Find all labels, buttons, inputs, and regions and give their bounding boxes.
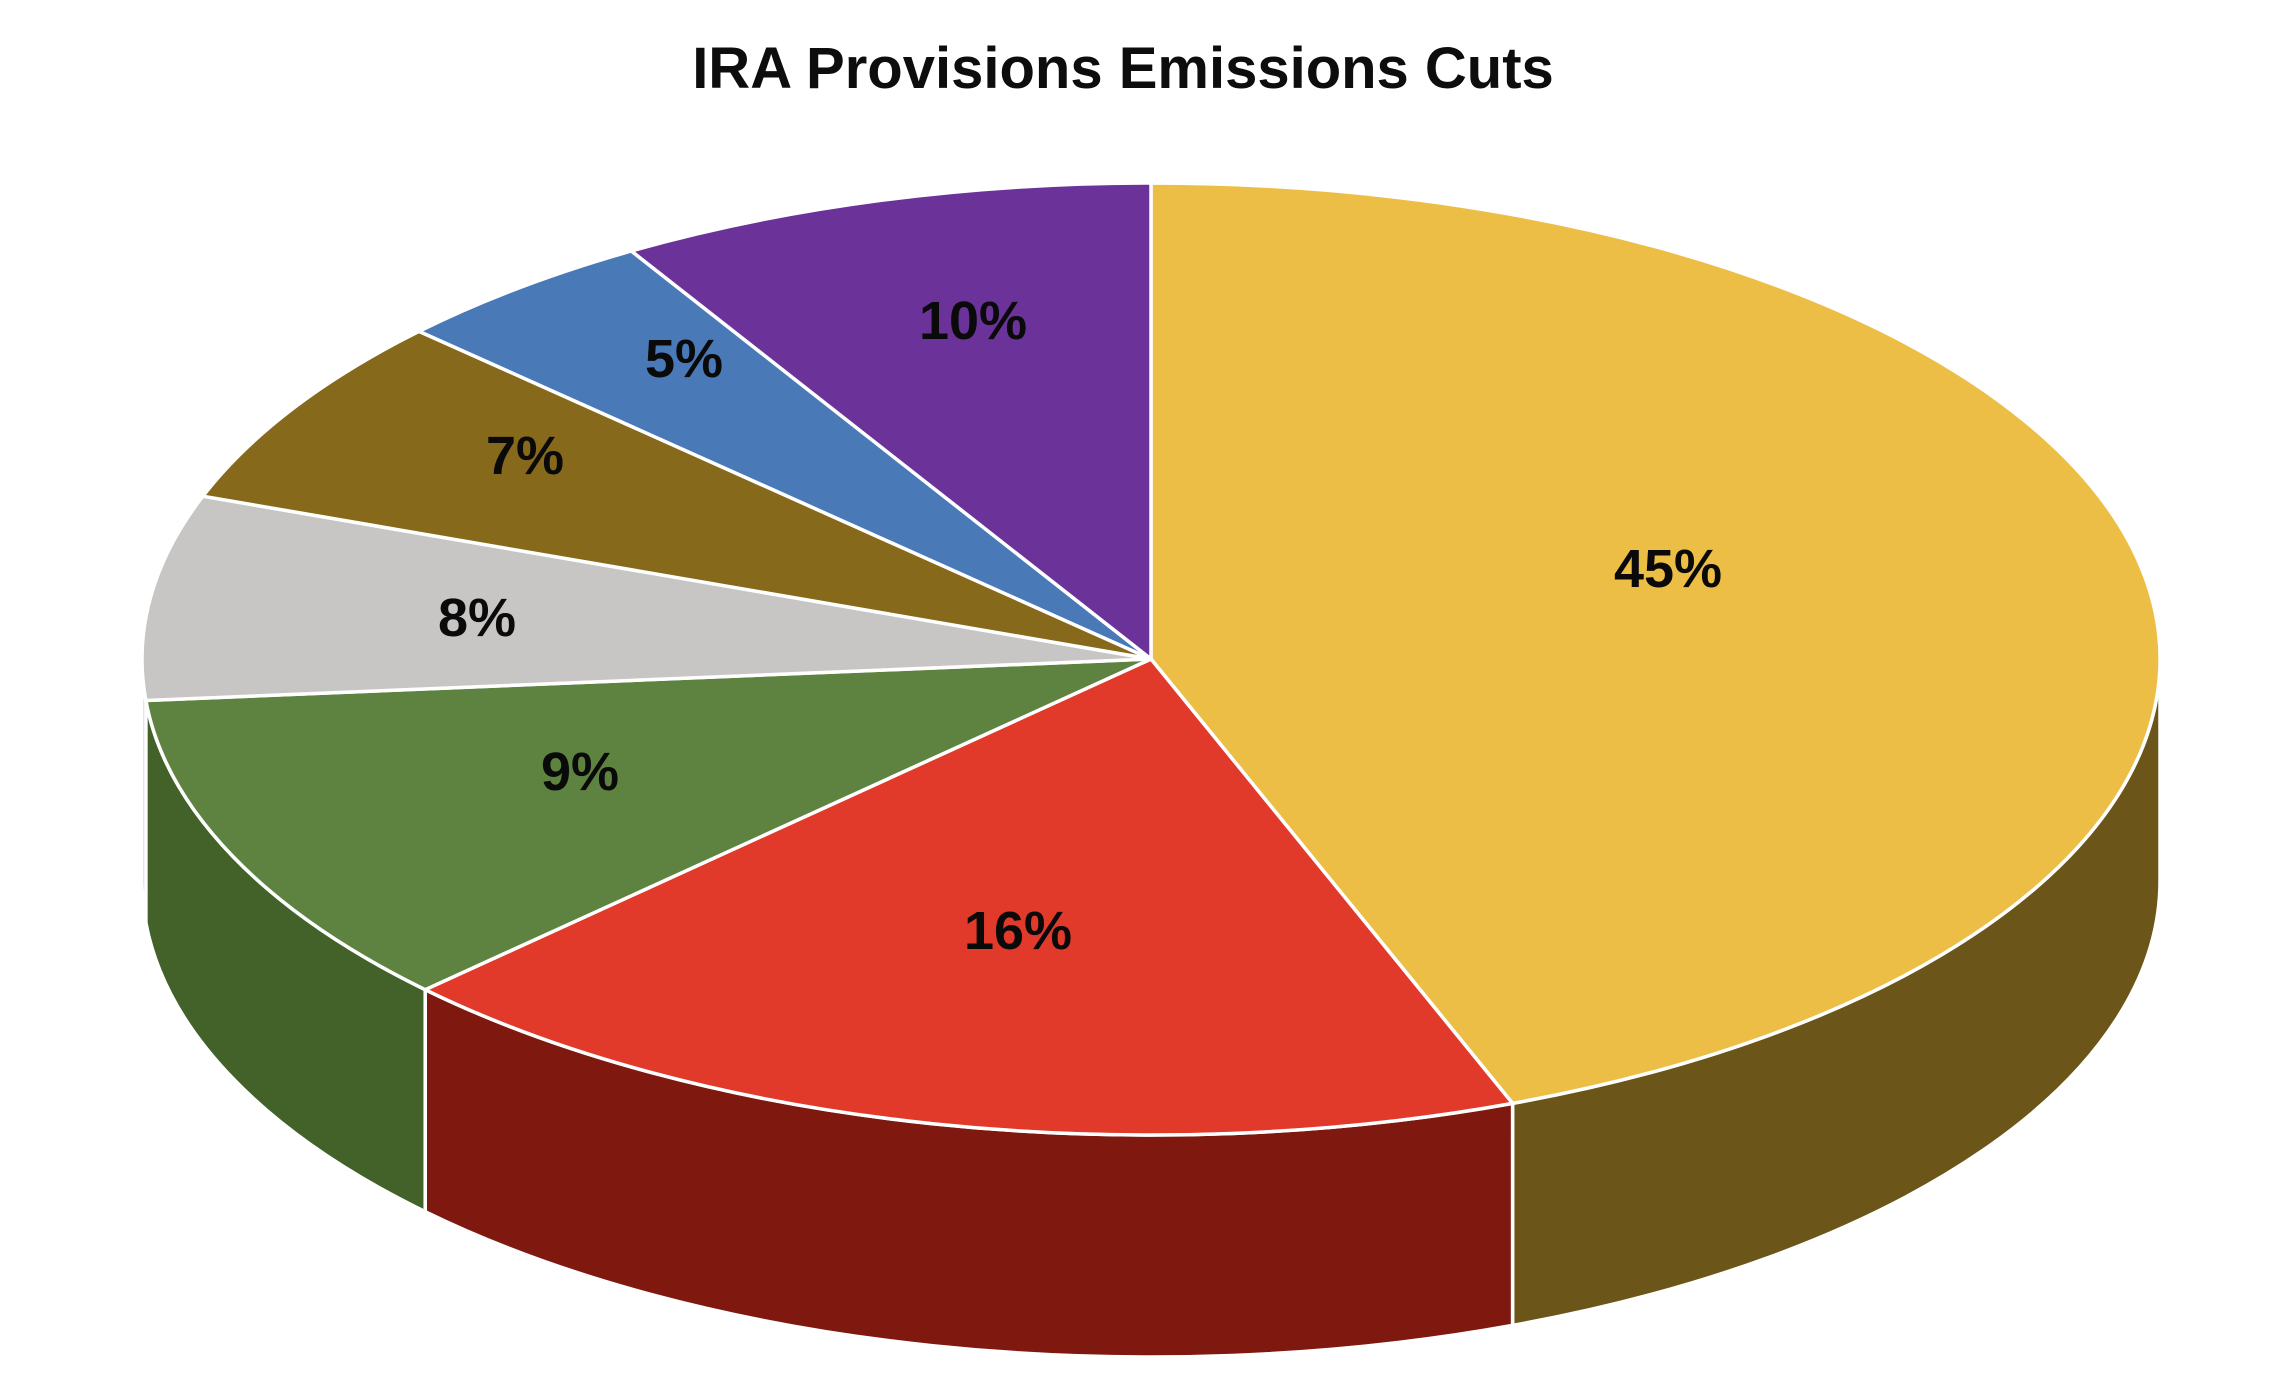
pie-slice-8 [140,494,1153,703]
slice-label-8: 8% [438,588,516,648]
pie-slice-7 [201,329,1153,661]
slice-label-45: 45% [1614,539,1722,599]
pie-slice-10 [629,181,1153,661]
slice-label-5: 5% [645,329,723,389]
pie-slice-9 [144,657,1153,992]
chart-title: IRA Provisions Emissions Cuts [692,36,1554,101]
slice-label-9: 9% [541,742,619,802]
slice-label-10: 10% [919,291,1027,351]
slice-label-16: 16% [964,901,1072,961]
pie-labels-group: 45% 16% 9% 8% 7% 5% 10% [438,291,1722,961]
slice-label-7: 7% [486,426,564,486]
pie-slices-group [140,181,2162,1137]
pie-slice-5 [417,249,1153,661]
pie-slice-16 [423,657,1515,1137]
pie-sides-group [140,657,2162,1359]
pie-slice-45 [1149,181,2162,1106]
